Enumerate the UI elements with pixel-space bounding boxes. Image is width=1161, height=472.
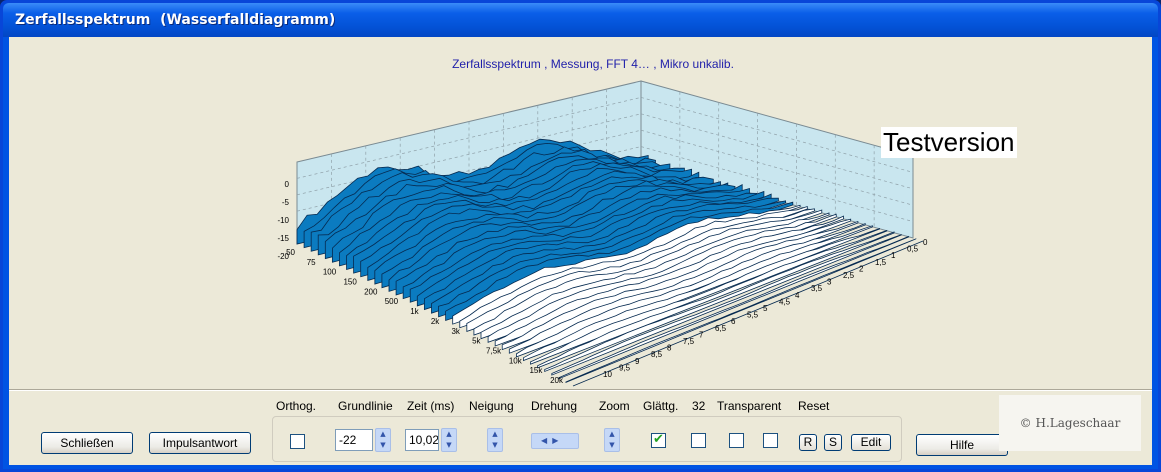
freq-tick-label: 20k <box>550 376 564 385</box>
freq-tick-label: 50 <box>286 248 295 257</box>
testversion-watermark: Testversion <box>881 127 1017 158</box>
time-tick-label: 5 <box>763 304 768 313</box>
freq-tick-label: 75 <box>307 258 316 267</box>
time-tick-label: 7,5 <box>683 337 695 346</box>
time-tick-label: 7 <box>699 330 704 339</box>
z-tick-label: -5 <box>282 198 290 207</box>
freq-tick-label: 200 <box>364 287 378 296</box>
time-tick-label: 2,5 <box>843 271 855 280</box>
wall-gridline <box>640 113 914 190</box>
window-title: Zerfallsspektrum (Wasserfalldiagramm) <box>15 12 336 28</box>
impulse-response-button[interactable]: Impulsantwort <box>149 432 251 454</box>
title-bar[interactable]: Zerfallsspektrum (Wasserfalldiagramm) <box>3 3 1158 37</box>
copyright-badge: © H.Lageschaar <box>999 395 1141 451</box>
wall-gridline <box>640 97 914 173</box>
spectrum-slice <box>544 231 895 373</box>
controls-group <box>272 416 902 462</box>
reset-r-button[interactable]: R <box>799 434 817 451</box>
n32-label: 32 <box>692 399 706 413</box>
wall-gridline <box>640 146 914 222</box>
tilt-label: Neigung <box>469 399 514 413</box>
wall-gridline <box>296 129 642 212</box>
time-tick-label: 1 <box>891 251 896 260</box>
reset-checkbox[interactable] <box>763 433 778 448</box>
reset-label: Reset <box>798 399 830 413</box>
z-tick-label: -10 <box>277 216 289 225</box>
time-tick-label: 8 <box>667 344 672 353</box>
freq-tick-label: 100 <box>323 268 337 277</box>
rotation-spinner[interactable]: ◀ ▶ <box>531 433 579 449</box>
chart-title: Zerfallsspektrum , Messung, FFT 4… , Mik… <box>452 57 734 71</box>
freq-tick-label: 10k <box>509 356 523 365</box>
time-tick-label: 4,5 <box>779 297 791 306</box>
wall-gridline <box>640 129 914 206</box>
time-tick-label: 3 <box>827 278 832 287</box>
n32-checkbox[interactable] <box>691 433 706 448</box>
time-input[interactable]: 10,02 <box>405 429 439 451</box>
reset-s-button[interactable]: S <box>824 434 842 451</box>
edit-button[interactable]: Edit <box>851 434 891 451</box>
z-tick-label: -20 <box>277 252 289 261</box>
orthog-checkbox[interactable] <box>290 434 305 449</box>
close-button[interactable]: Schließen <box>41 432 133 454</box>
baseline-spinner[interactable]: ▲ ▼ <box>375 428 391 452</box>
time-tick-label: 5,5 <box>747 311 759 320</box>
zoom-label: Zoom <box>599 399 630 413</box>
time-tick-label: 3,5 <box>811 284 823 293</box>
time-tick-label: 9 <box>635 357 640 366</box>
tilt-spinner[interactable]: ▲ ▼ <box>487 428 503 452</box>
time-tick-label: 0,5 <box>907 245 919 254</box>
help-button[interactable]: Hilfe <box>916 434 1008 456</box>
time-tick-label: 8,5 <box>651 350 663 359</box>
spectrum-slice <box>551 234 902 376</box>
freq-tick-label: 500 <box>385 297 399 306</box>
freq-tick-label: 15k <box>529 366 543 375</box>
freq-tick-label: 1k <box>410 307 419 316</box>
wall-gridline <box>296 97 642 179</box>
time-tick-label: 10 <box>603 370 612 379</box>
wall-gridline <box>296 113 642 196</box>
time-tick-label: 9,5 <box>619 363 631 372</box>
freq-tick-label: 7,5k <box>486 346 502 355</box>
zoom-spinner[interactable]: ▲ ▼ <box>604 428 620 452</box>
time-tick-label: 6 <box>731 317 736 326</box>
orthog-label: Orthog. <box>276 399 317 413</box>
freq-tick-label: 3k <box>451 327 460 336</box>
spectrum-slice <box>565 238 917 383</box>
transparent-checkbox[interactable] <box>729 433 744 448</box>
transparent-label: Transparent <box>717 399 782 413</box>
freq-tick-label: 5k <box>472 337 481 346</box>
z-tick-label: 0 <box>285 180 290 189</box>
side-wall <box>640 80 914 239</box>
smoothing-checkbox[interactable] <box>651 432 666 448</box>
time-label: Zeit (ms) <box>407 399 455 413</box>
time-spinner[interactable]: ▲ ▼ <box>441 428 457 452</box>
time-tick-label: 2 <box>859 264 864 273</box>
rotation-label: Drehung <box>531 399 578 413</box>
smoothing-label: Glättg. <box>643 399 679 413</box>
freq-tick-label: 150 <box>343 278 357 287</box>
time-tick-label: 6,5 <box>715 324 727 333</box>
separator <box>9 389 1152 391</box>
time-tick-label: 4 <box>795 291 800 300</box>
z-tick-label: -15 <box>277 234 289 243</box>
spectrum-slice <box>558 235 909 380</box>
time-tick-label: 1,5 <box>875 258 887 267</box>
waterfall-plot: 0 -5 -10 -15 -20 50 75 100 150 200 500 1k 2k 3k 5k 7,5k… <box>13 41 1150 387</box>
spectrum-slice <box>572 240 924 387</box>
baseline-input[interactable]: -22 <box>335 429 373 451</box>
baseline-label: Grundlinie <box>338 399 393 413</box>
client-area: 0 -5 -10 -15 -20 50 75 100 150 200 500 1k 2k 3k 5k 7,5k… <box>9 37 1152 465</box>
freq-tick-label: 2k <box>431 317 440 326</box>
time-tick-label: 0 <box>923 238 928 247</box>
waterfall-chart: 0-5-10-15-2050751001502005001k2k3k5k7,5k… <box>277 80 928 387</box>
